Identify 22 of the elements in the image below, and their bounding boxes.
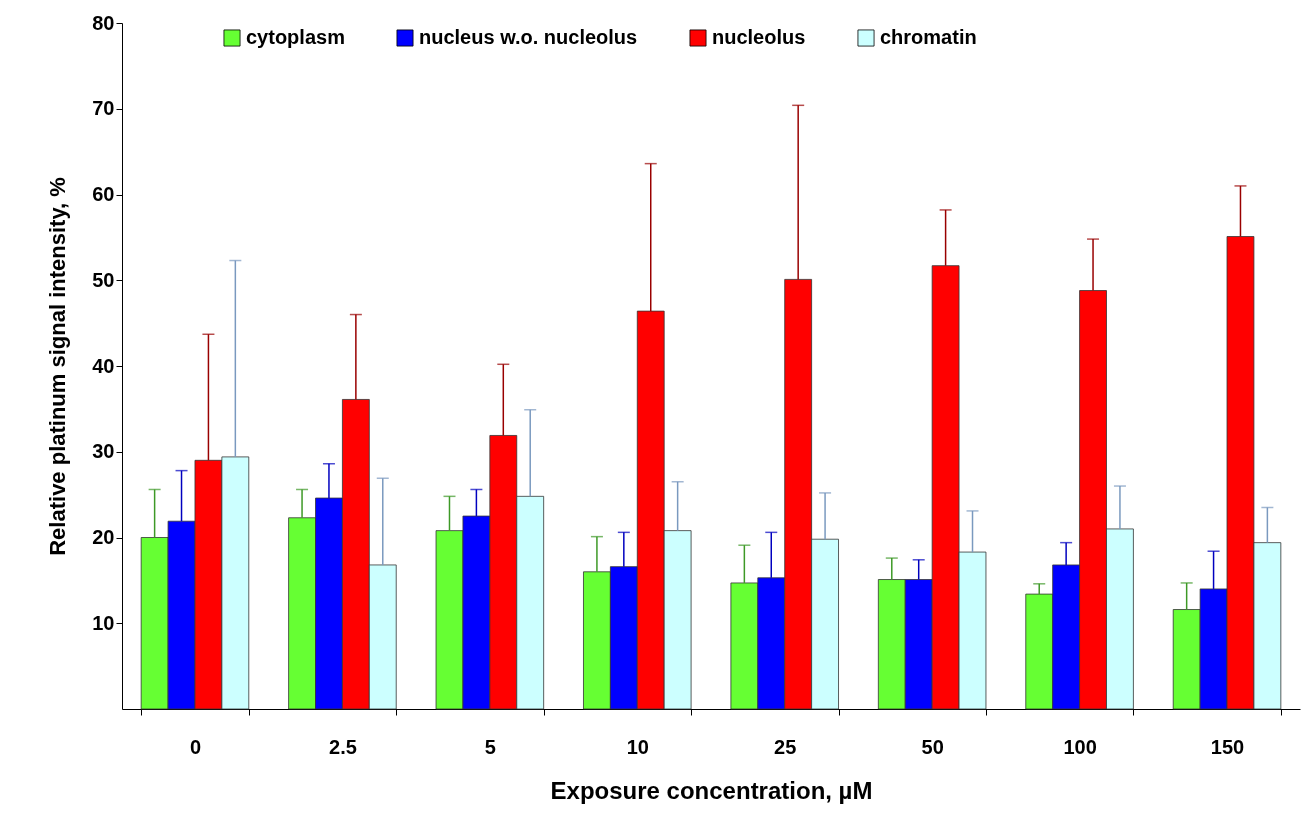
x-axis-title: Exposure concentration, µM — [550, 776, 873, 804]
legend-label: nucleus w.o. nucleolus — [419, 26, 638, 48]
legend-label: chromatin — [880, 26, 977, 48]
y-tick-label: 70 — [92, 97, 115, 120]
x-tick-label: 150 — [1210, 735, 1245, 758]
y-tick-label: 50 — [92, 268, 115, 291]
x-tick-label: 10 — [626, 735, 649, 758]
y-tick-label: 10 — [92, 611, 115, 634]
x-tick-label: 2.5 — [329, 735, 357, 758]
y-tick-label: 40 — [92, 354, 115, 377]
y-tick-label: 60 — [92, 183, 115, 205]
y-axis-title: Relative platinum signal intensity, % — [45, 177, 71, 556]
x-tick-label: 50 — [921, 735, 944, 758]
x-tick-label: 25 — [774, 735, 797, 758]
y-tick-label: 80 — [92, 11, 115, 34]
x-tick-label: 0 — [189, 735, 202, 758]
y-tick-label: 20 — [92, 526, 115, 548]
y-tick-label: 30 — [92, 440, 115, 463]
legend-label: cytoplasm — [246, 26, 345, 48]
x-tick-label: 5 — [484, 735, 496, 758]
legend-label: nucleolus — [712, 26, 806, 48]
x-tick-label: 100 — [1063, 735, 1097, 758]
